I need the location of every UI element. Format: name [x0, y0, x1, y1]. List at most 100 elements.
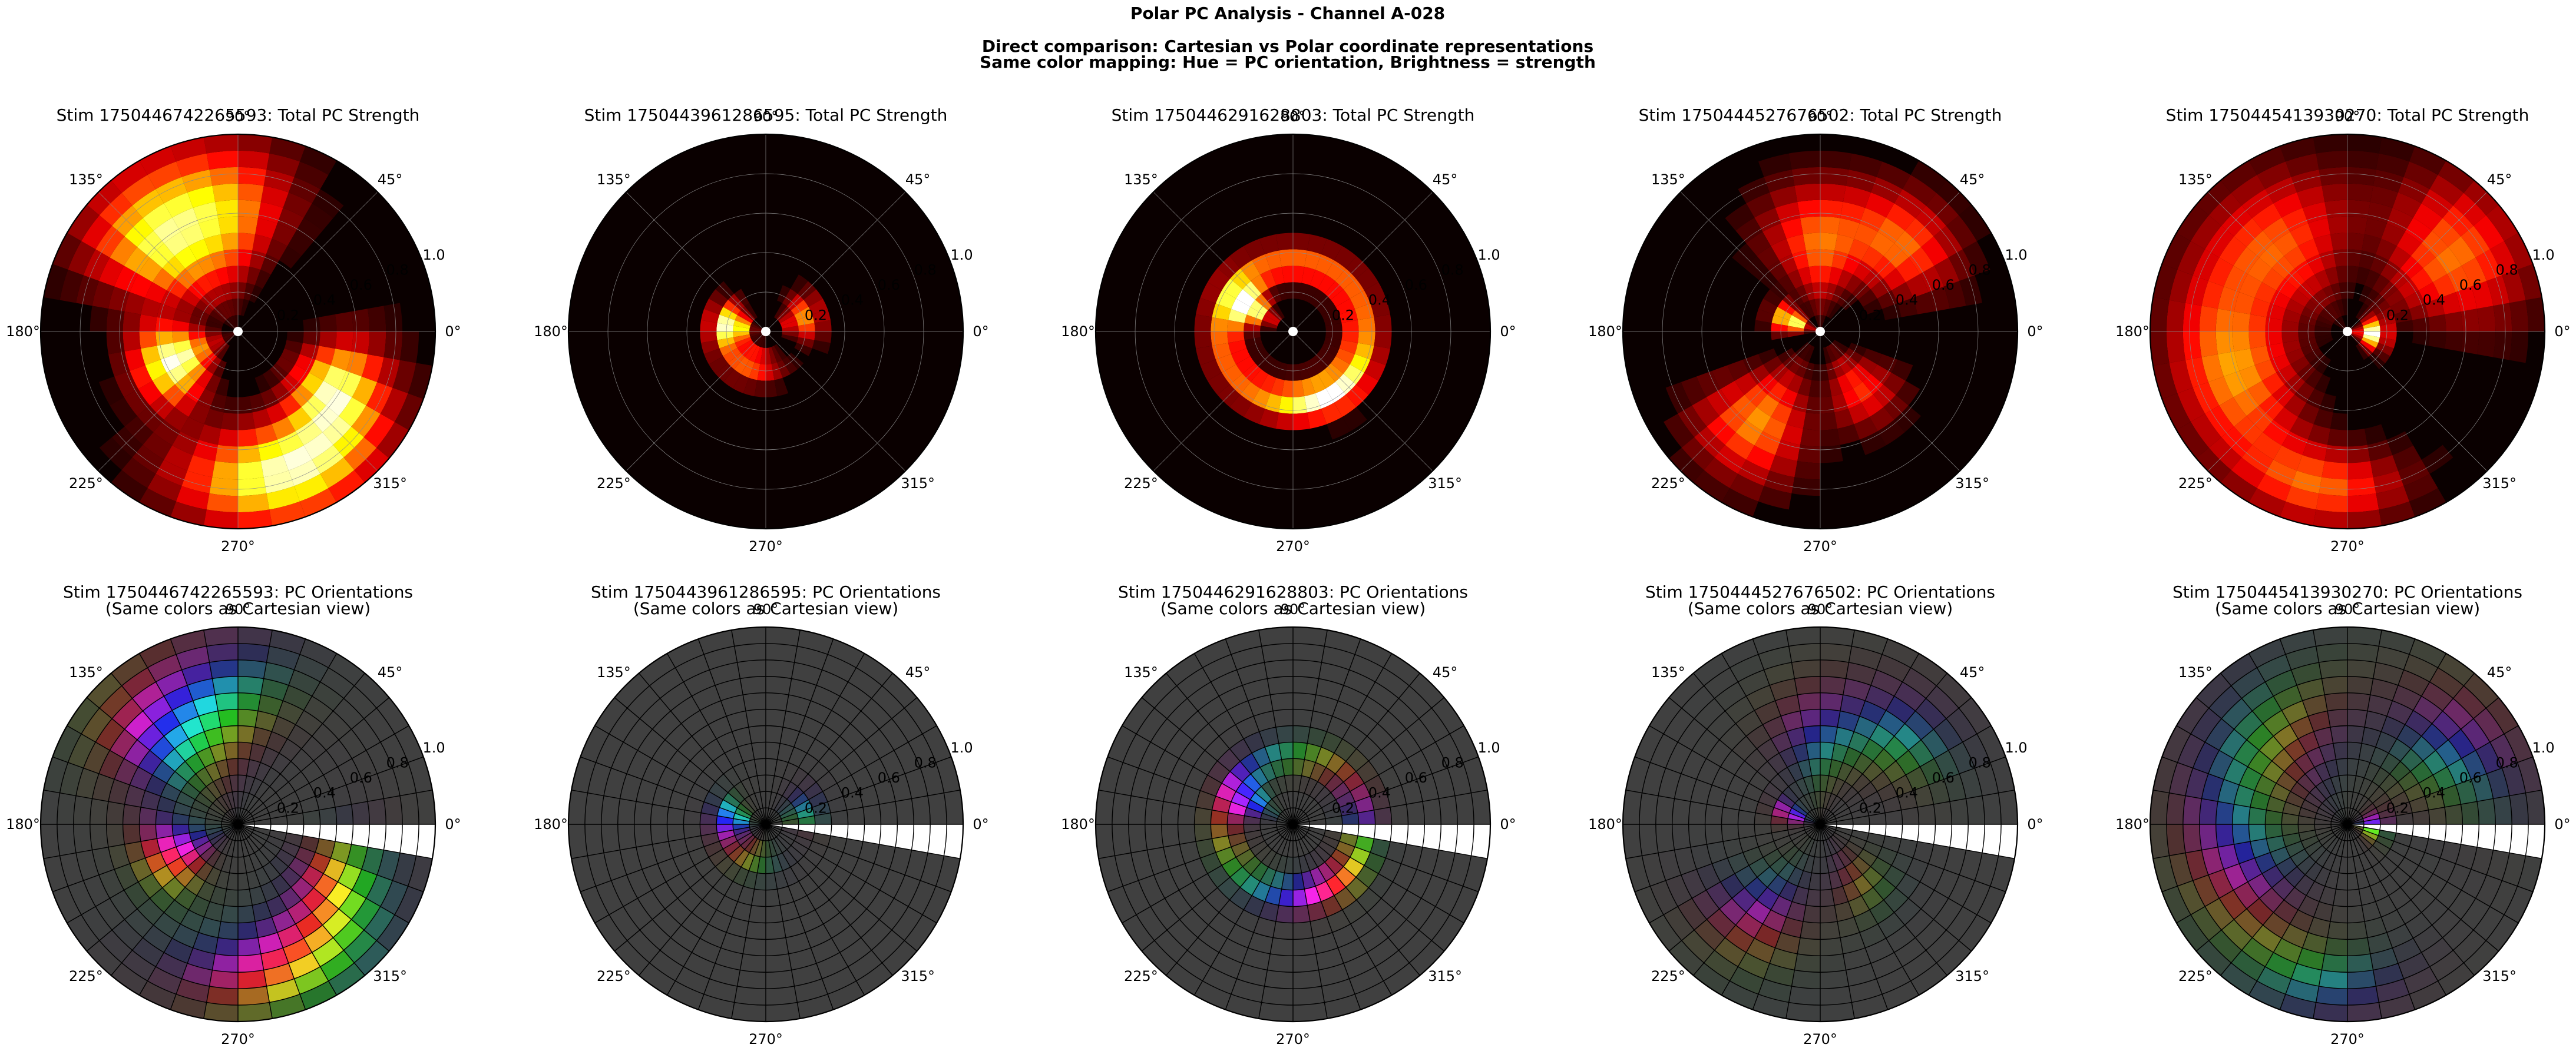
strength-cell — [252, 409, 272, 429]
grid-spoke — [1649, 725, 1821, 825]
polar-frame — [1094, 133, 1492, 530]
strength-cell — [1293, 363, 1302, 381]
orientation-cell — [294, 966, 329, 994]
orientation-cell — [2162, 725, 2191, 762]
orientation-cell — [1317, 767, 1335, 787]
strength-cell — [1800, 428, 1820, 447]
strength-cell — [1794, 183, 1820, 203]
orientation-cell — [330, 841, 352, 864]
orientation-cell — [798, 753, 819, 774]
radial-tick-label: 0.4 — [2423, 292, 2445, 309]
orientation-cell — [1882, 639, 1919, 668]
strength-cell — [157, 343, 177, 360]
orientation-cell — [2355, 795, 2369, 812]
orientation-cell — [843, 838, 863, 858]
orientation-cell — [766, 709, 786, 728]
center-dot — [2343, 327, 2352, 336]
orientation-cell — [238, 692, 261, 711]
orientation-cell — [2297, 856, 2316, 875]
orientation-cell — [1179, 711, 1209, 740]
strength-cell — [1321, 307, 1340, 320]
orientation-cell — [217, 795, 230, 812]
orientation-cell — [874, 779, 895, 805]
orientation-cell — [383, 795, 403, 824]
radial-tick-label: 0.2 — [1859, 800, 1881, 816]
grid-spoke — [1820, 756, 2006, 825]
orientation-cell — [1138, 874, 1165, 907]
orientation-cell — [1264, 970, 1293, 989]
strength-cell — [781, 334, 798, 343]
strength-cell — [2428, 314, 2446, 331]
strength-cell — [263, 170, 295, 193]
strength-cell — [2375, 238, 2397, 261]
strength-cell — [249, 250, 266, 270]
orientation-cell — [2219, 890, 2247, 920]
grid-spoke — [1141, 824, 1294, 951]
strength-cell — [2324, 200, 2347, 218]
grid-spoke — [2347, 697, 2499, 825]
orientation-cell — [748, 905, 766, 923]
orientation-cell — [1933, 801, 1952, 824]
orientation-cell — [1262, 830, 1279, 841]
strength-cell — [2266, 303, 2286, 320]
orientation-cell — [189, 830, 207, 841]
orientation-cell — [92, 847, 115, 875]
orientation-cell — [1179, 881, 1205, 909]
strength-cell — [1910, 160, 1947, 193]
strength-cell — [319, 331, 337, 349]
strength-cell — [1252, 388, 1271, 409]
orientation-subtitle: (Same colors as Cartesian view) — [105, 599, 371, 618]
strength-cell — [328, 470, 365, 503]
orientation-cell — [81, 906, 113, 941]
orientation-cell — [1293, 676, 1319, 695]
orientation-cell — [73, 824, 92, 853]
orientation-cell — [1331, 848, 1350, 867]
orientation-cell — [254, 849, 270, 867]
orientation-cell — [715, 678, 743, 701]
orientation-cell — [766, 627, 801, 646]
strength-cell — [1281, 266, 1293, 283]
orientation-cell — [1928, 779, 1950, 805]
orientation-cell — [2442, 698, 2474, 730]
strength-cell — [812, 309, 831, 323]
orientation-cell — [2347, 840, 2353, 857]
strength-cell — [1844, 274, 1863, 294]
orientation-cell — [1862, 761, 1883, 783]
strength-cell — [1843, 185, 1871, 208]
grid-spoke — [98, 331, 239, 472]
orientation-cell — [1454, 793, 1474, 824]
strength-cell — [2201, 281, 2224, 309]
orientation-cell — [2201, 774, 2224, 802]
orientation-cell — [2461, 898, 2490, 930]
angle-tick-label: 270° — [2330, 538, 2365, 555]
strength-cell — [2376, 307, 2394, 320]
strength-cell — [295, 354, 316, 373]
orientation-cell — [238, 905, 256, 923]
orientation-cell — [1293, 725, 1311, 744]
strength-cell — [195, 347, 213, 363]
angle-tick-label: 90° — [2335, 108, 2360, 125]
orientation-cell — [1136, 708, 1168, 742]
angle-tick-label: 90° — [753, 108, 779, 125]
grid-spoke — [43, 790, 239, 825]
grid-spoke — [203, 824, 239, 1019]
orientation-cell — [743, 692, 766, 711]
orientation-cell — [1293, 643, 1325, 663]
orientation-cell — [791, 793, 809, 808]
orientation-cell — [2232, 804, 2251, 824]
orientation-cell — [181, 662, 213, 685]
orientation-cell — [1298, 855, 1310, 873]
orientation-cell — [394, 725, 424, 762]
orientation-cell — [1820, 791, 1826, 808]
orientation-cell — [1259, 901, 1279, 921]
orientation-cell — [2336, 758, 2347, 776]
orientation-cell — [1786, 901, 1806, 921]
orientation-cell — [634, 824, 653, 847]
strength-cell — [2363, 326, 2380, 331]
strength-cell — [193, 202, 219, 224]
strength-cell — [121, 175, 156, 206]
orientation-cell — [1252, 881, 1271, 902]
grid-spoke — [1649, 824, 1821, 924]
strength-cell — [1762, 223, 1787, 246]
orientation-cell — [786, 845, 804, 863]
